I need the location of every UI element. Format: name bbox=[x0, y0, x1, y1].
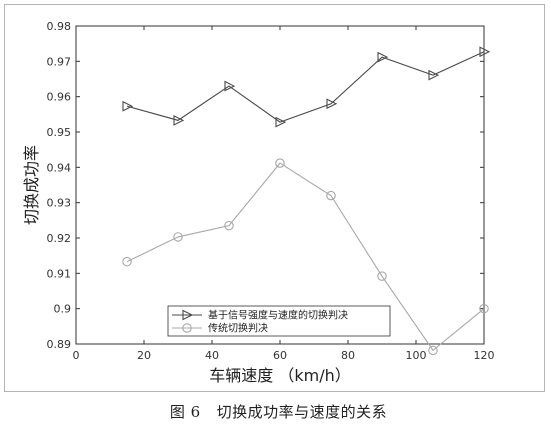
y-tick-label: 0.95 bbox=[47, 126, 72, 139]
y-tick-label: 0.98 bbox=[47, 20, 72, 33]
y-tick-label: 0.96 bbox=[47, 91, 72, 104]
caption-text: 切换成功率与速度的关系 bbox=[216, 403, 388, 421]
series-2-point bbox=[275, 158, 285, 168]
x-tick-label: 40 bbox=[205, 349, 219, 362]
y-tick-label: 0.9 bbox=[54, 303, 72, 316]
plot-area-border bbox=[75, 25, 485, 345]
series-1-point bbox=[428, 69, 440, 81]
series-2-point bbox=[173, 232, 183, 242]
series-1-point bbox=[173, 114, 185, 126]
series-1-point bbox=[479, 46, 491, 58]
x-tick-label: 80 bbox=[341, 349, 355, 362]
legend-marker-1 bbox=[182, 309, 194, 321]
y-tick-label: 0.97 bbox=[47, 55, 72, 68]
series-2-point bbox=[377, 271, 387, 281]
y-tick-label: 0.93 bbox=[47, 197, 72, 210]
series-2-point bbox=[224, 220, 234, 231]
series-1-point bbox=[224, 80, 236, 92]
y-tick-label: 0.94 bbox=[47, 161, 72, 174]
x-tick-label: 120 bbox=[474, 349, 495, 362]
series-1-point bbox=[275, 116, 287, 128]
y-tick-label: 0.92 bbox=[47, 232, 72, 245]
legend-box bbox=[167, 305, 391, 337]
series-2-point bbox=[326, 190, 336, 201]
series-1-point bbox=[122, 100, 134, 112]
caption-label: 图 6 bbox=[169, 403, 201, 421]
legend-marker-2 bbox=[182, 323, 192, 333]
line-chart: 0.89 0.9 0.91 0.92 0.93 0.94 0.95 0.96 0.97 0.98 0… bbox=[22, 20, 495, 385]
x-tick-label: 100 bbox=[406, 349, 427, 362]
x-axis-title: 车辆速度 （km/h） bbox=[209, 366, 350, 385]
x-tick-label: 20 bbox=[137, 349, 151, 362]
series-1-point bbox=[377, 51, 389, 63]
series-1-point bbox=[326, 98, 338, 110]
legend-label-1: 基于信号强度与速度的切换判决 bbox=[208, 309, 348, 322]
y-tick-label: 0.89 bbox=[47, 338, 72, 351]
figure-caption: 图 6 切换成功率与速度的关系 bbox=[0, 401, 551, 422]
legend-label-2: 传统切换判决 bbox=[208, 322, 268, 335]
series-line-1 bbox=[126, 51, 485, 123]
series-line-2 bbox=[126, 162, 485, 352]
series-2-point bbox=[479, 303, 489, 314]
y-axis-title: 切换成功率 bbox=[22, 145, 41, 225]
series-2-point bbox=[122, 256, 132, 267]
series-2-point bbox=[428, 345, 438, 356]
x-tick-label: 0 bbox=[73, 349, 80, 362]
y-tick-label: 0.91 bbox=[47, 267, 72, 280]
x-tick-label: 60 bbox=[273, 349, 287, 362]
